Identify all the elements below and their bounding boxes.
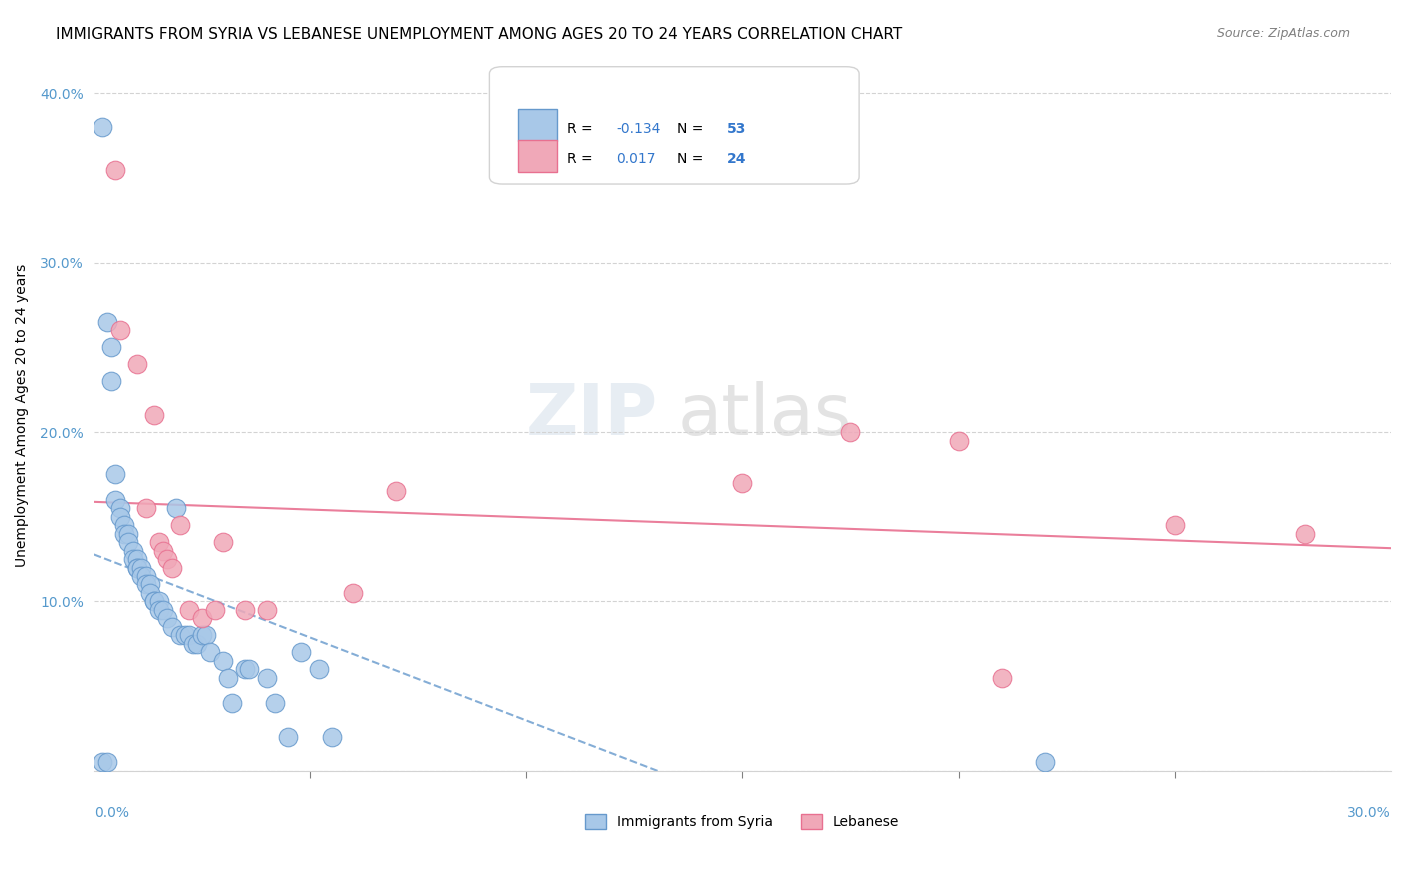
Point: [290, 645, 312, 659]
Point: [152, 603, 174, 617]
Point: [125, 552, 148, 566]
Point: [112, 518, 135, 533]
Point: [195, 628, 218, 642]
Text: 24: 24: [727, 153, 747, 166]
Point: [321, 730, 343, 744]
Point: [143, 408, 166, 422]
Text: -0.134: -0.134: [616, 121, 661, 136]
Point: [204, 603, 226, 617]
Point: [104, 467, 127, 482]
Point: [121, 543, 143, 558]
Point: [148, 603, 170, 617]
FancyBboxPatch shape: [517, 110, 557, 141]
Point: [1033, 755, 1056, 769]
Point: [191, 628, 214, 642]
Point: [948, 434, 970, 448]
Point: [117, 535, 139, 549]
Point: [108, 501, 131, 516]
Y-axis label: Unemployment Among Ages 20 to 24 years: Unemployment Among Ages 20 to 24 years: [15, 263, 30, 566]
Point: [104, 162, 127, 177]
Point: [177, 628, 200, 642]
Point: [139, 586, 162, 600]
Point: [839, 425, 862, 439]
Point: [165, 501, 187, 516]
Point: [256, 603, 278, 617]
Point: [221, 696, 243, 710]
Point: [125, 560, 148, 574]
Point: [108, 323, 131, 337]
Point: [108, 509, 131, 524]
Point: [308, 662, 330, 676]
Point: [148, 535, 170, 549]
Point: [100, 374, 122, 388]
Point: [731, 475, 754, 490]
Point: [139, 577, 162, 591]
Point: [277, 730, 299, 744]
Point: [212, 535, 235, 549]
Text: atlas: atlas: [678, 381, 852, 450]
Point: [173, 628, 195, 642]
Point: [342, 586, 364, 600]
Text: 0.0%: 0.0%: [94, 806, 129, 821]
Point: [100, 340, 122, 354]
Text: R =: R =: [567, 153, 598, 166]
Text: ZIP: ZIP: [526, 381, 658, 450]
Point: [385, 484, 408, 499]
Point: [96, 315, 118, 329]
Point: [1294, 526, 1316, 541]
Point: [96, 755, 118, 769]
Point: [256, 671, 278, 685]
Text: 0.017: 0.017: [616, 153, 657, 166]
Text: N =: N =: [678, 121, 709, 136]
Text: 30.0%: 30.0%: [1347, 806, 1391, 821]
Text: IMMIGRANTS FROM SYRIA VS LEBANESE UNEMPLOYMENT AMONG AGES 20 TO 24 YEARS CORRELA: IMMIGRANTS FROM SYRIA VS LEBANESE UNEMPL…: [56, 27, 903, 42]
Point: [156, 552, 179, 566]
Point: [143, 594, 166, 608]
Point: [177, 603, 200, 617]
Text: Source: ZipAtlas.com: Source: ZipAtlas.com: [1216, 27, 1350, 40]
Point: [135, 501, 157, 516]
Point: [125, 357, 148, 371]
Point: [1164, 518, 1187, 533]
Point: [233, 662, 256, 676]
Point: [181, 637, 204, 651]
Point: [104, 492, 127, 507]
Point: [200, 645, 222, 659]
Point: [148, 594, 170, 608]
Point: [129, 560, 152, 574]
Point: [991, 671, 1014, 685]
Point: [238, 662, 260, 676]
Point: [117, 526, 139, 541]
Point: [233, 603, 256, 617]
Point: [186, 637, 208, 651]
Point: [217, 671, 239, 685]
Point: [212, 654, 235, 668]
FancyBboxPatch shape: [517, 140, 557, 172]
FancyBboxPatch shape: [489, 67, 859, 184]
Point: [121, 552, 143, 566]
Point: [160, 620, 183, 634]
Point: [91, 120, 114, 135]
Text: R =: R =: [567, 121, 598, 136]
Point: [169, 628, 191, 642]
Legend: Immigrants from Syria, Lebanese: Immigrants from Syria, Lebanese: [579, 809, 905, 835]
Text: N =: N =: [678, 153, 709, 166]
Point: [143, 594, 166, 608]
Point: [156, 611, 179, 625]
Point: [135, 569, 157, 583]
Point: [91, 755, 114, 769]
Text: 53: 53: [727, 121, 747, 136]
Point: [125, 560, 148, 574]
Point: [112, 526, 135, 541]
Point: [169, 518, 191, 533]
Point: [152, 543, 174, 558]
Point: [160, 560, 183, 574]
Point: [129, 569, 152, 583]
Point: [135, 577, 157, 591]
Point: [264, 696, 287, 710]
Point: [191, 611, 214, 625]
